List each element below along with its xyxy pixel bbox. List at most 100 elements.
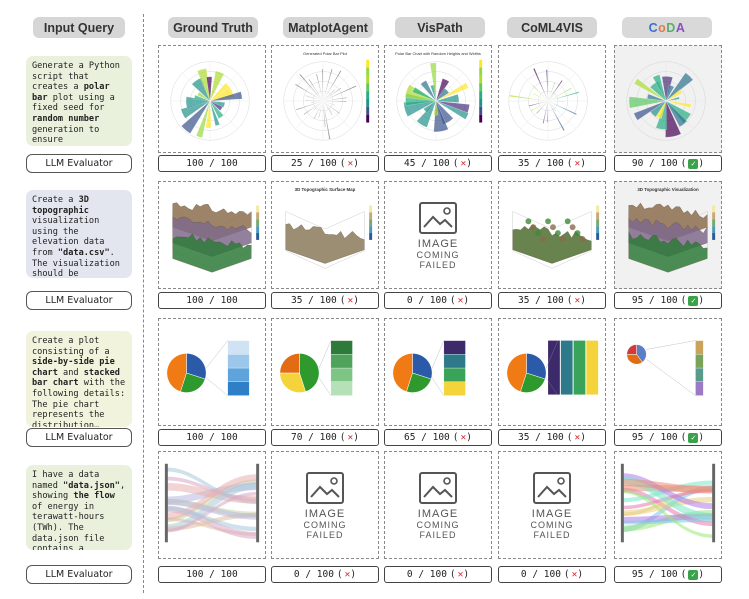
cross-mark-icon: ✕ xyxy=(460,158,467,169)
column-divider xyxy=(143,14,144,593)
terrain-peak xyxy=(550,224,556,231)
failed-line-1: IMAGE xyxy=(304,507,346,520)
terrain-peak xyxy=(569,224,576,231)
chart-title: 3D Topographic Surface Map xyxy=(295,187,356,192)
score-value: 35 / 100 xyxy=(291,295,337,306)
colorbar-segment xyxy=(712,219,716,227)
terrain-peak xyxy=(579,235,586,242)
score-value: 0 / 100 xyxy=(406,569,447,580)
broken-image-icon xyxy=(419,201,457,234)
score-box: 45 / 100(✕) xyxy=(384,155,492,172)
polar-bar xyxy=(420,80,437,102)
header-ground-truth: Ground Truth xyxy=(168,17,258,38)
colorbar-segment xyxy=(366,91,370,99)
llm-evaluator-label: LLM Evaluator xyxy=(26,428,132,447)
cross-mark-icon: ✕ xyxy=(574,295,581,306)
stacked-bar-segment xyxy=(227,367,250,382)
colorbar-segment xyxy=(256,233,260,240)
polar-bar xyxy=(647,93,667,102)
score-value: 25 / 100 xyxy=(291,158,337,169)
cross-mark-icon: ✕ xyxy=(347,432,354,443)
pie-slice xyxy=(279,353,300,374)
polar-bar xyxy=(412,87,437,102)
score-box: 0 / 100(✕) xyxy=(384,566,492,583)
pie-slice xyxy=(180,372,206,393)
polar-bar xyxy=(209,70,225,102)
polar-bar xyxy=(322,87,342,102)
connector-line xyxy=(205,340,228,369)
connector-line xyxy=(545,377,559,396)
input-query-text: I have a data named "data.json", showing… xyxy=(26,465,132,550)
colorbar-segment xyxy=(596,205,600,213)
stacked-bar-segment xyxy=(443,367,466,382)
stacked-bar-segment xyxy=(227,381,250,396)
polar-bar xyxy=(403,100,437,117)
polar-spoke xyxy=(547,100,576,129)
score-box: 0 / 100(✕) xyxy=(271,566,379,583)
score-value: 100 / 100 xyxy=(186,295,238,306)
score-box: 95 / 100(✓) xyxy=(614,292,722,309)
failed-line-2: COMING xyxy=(303,519,347,530)
result-thumbnail xyxy=(158,45,266,153)
connector-line xyxy=(431,377,445,396)
failed-line-2: COMING xyxy=(530,519,574,530)
result-thumbnail xyxy=(614,318,722,426)
colorbar-segment xyxy=(366,99,370,107)
header-vispath: VisPath xyxy=(395,17,485,38)
score-value: 45 / 100 xyxy=(404,158,450,169)
input-query-text: Generate a Python script that creates a … xyxy=(26,56,132,146)
polar-bar xyxy=(633,100,667,121)
stacked-bar-segment xyxy=(573,340,586,395)
polar-bar xyxy=(196,100,211,138)
polar-bar xyxy=(665,84,675,102)
polar-spoke xyxy=(408,73,437,102)
terrain-peak xyxy=(545,218,552,225)
terrain-peak xyxy=(559,235,566,242)
score-value: 100 / 100 xyxy=(186,158,238,169)
thumbnail-chart: Generated Polar Bar Plot xyxy=(283,51,370,141)
score-value: 35 / 100 xyxy=(518,158,564,169)
polar-bar xyxy=(547,100,565,131)
result-thumbnail xyxy=(384,318,492,426)
failed-line-1: IMAGE xyxy=(417,237,459,250)
failed-line-2: COMING xyxy=(416,249,460,260)
polar-bar xyxy=(629,96,667,109)
polar-bar xyxy=(545,69,549,101)
score-box: 0 / 100(✕) xyxy=(498,566,606,583)
polar-bar xyxy=(665,89,683,102)
result-thumbnail xyxy=(498,45,606,153)
stacked-bar-segment xyxy=(695,367,704,382)
failed-line-1: IMAGE xyxy=(531,507,573,520)
polar-bar xyxy=(546,100,549,123)
terrain-peak xyxy=(525,218,532,225)
terrain-peak xyxy=(530,224,537,231)
score-value: 100 / 100 xyxy=(186,569,238,580)
polar-bar xyxy=(528,100,549,107)
axis-box xyxy=(285,211,365,269)
check-mark-icon: ✓ xyxy=(688,432,699,443)
result-thumbnail xyxy=(158,318,266,426)
polar-bar xyxy=(323,97,347,102)
terrain-peak xyxy=(540,235,547,242)
colorbar-segment xyxy=(596,219,600,227)
polar-bar xyxy=(548,91,580,102)
score-box: 100 / 100 xyxy=(158,155,266,172)
score-box: 90 / 100(✓) xyxy=(614,155,722,172)
polar-bar xyxy=(665,72,694,102)
colorbar-segment xyxy=(369,205,373,213)
score-value: 95 / 100 xyxy=(631,295,678,306)
score-box: 65 / 100(✕) xyxy=(384,429,492,446)
sankey-flow xyxy=(166,467,258,504)
stacked-bar-segment xyxy=(443,381,466,396)
input-query-text: Create a 3D topographic visualization us… xyxy=(26,190,132,278)
result-thumbnail: IMAGE COMING FAILED xyxy=(384,181,492,289)
polar-bar xyxy=(665,100,688,127)
polar-bar xyxy=(530,100,549,112)
terrain-peak xyxy=(535,230,542,236)
chart-title: 3D Topographic Visualization xyxy=(637,187,699,192)
colorbar-segment xyxy=(479,99,483,107)
result-thumbnail: 3D Topographic Visualization xyxy=(614,181,722,289)
score-box: 35 / 100(✕) xyxy=(498,292,606,309)
score-value: 35 / 100 xyxy=(518,295,564,306)
result-thumbnail: IMAGE COMING FAILED xyxy=(384,451,492,559)
